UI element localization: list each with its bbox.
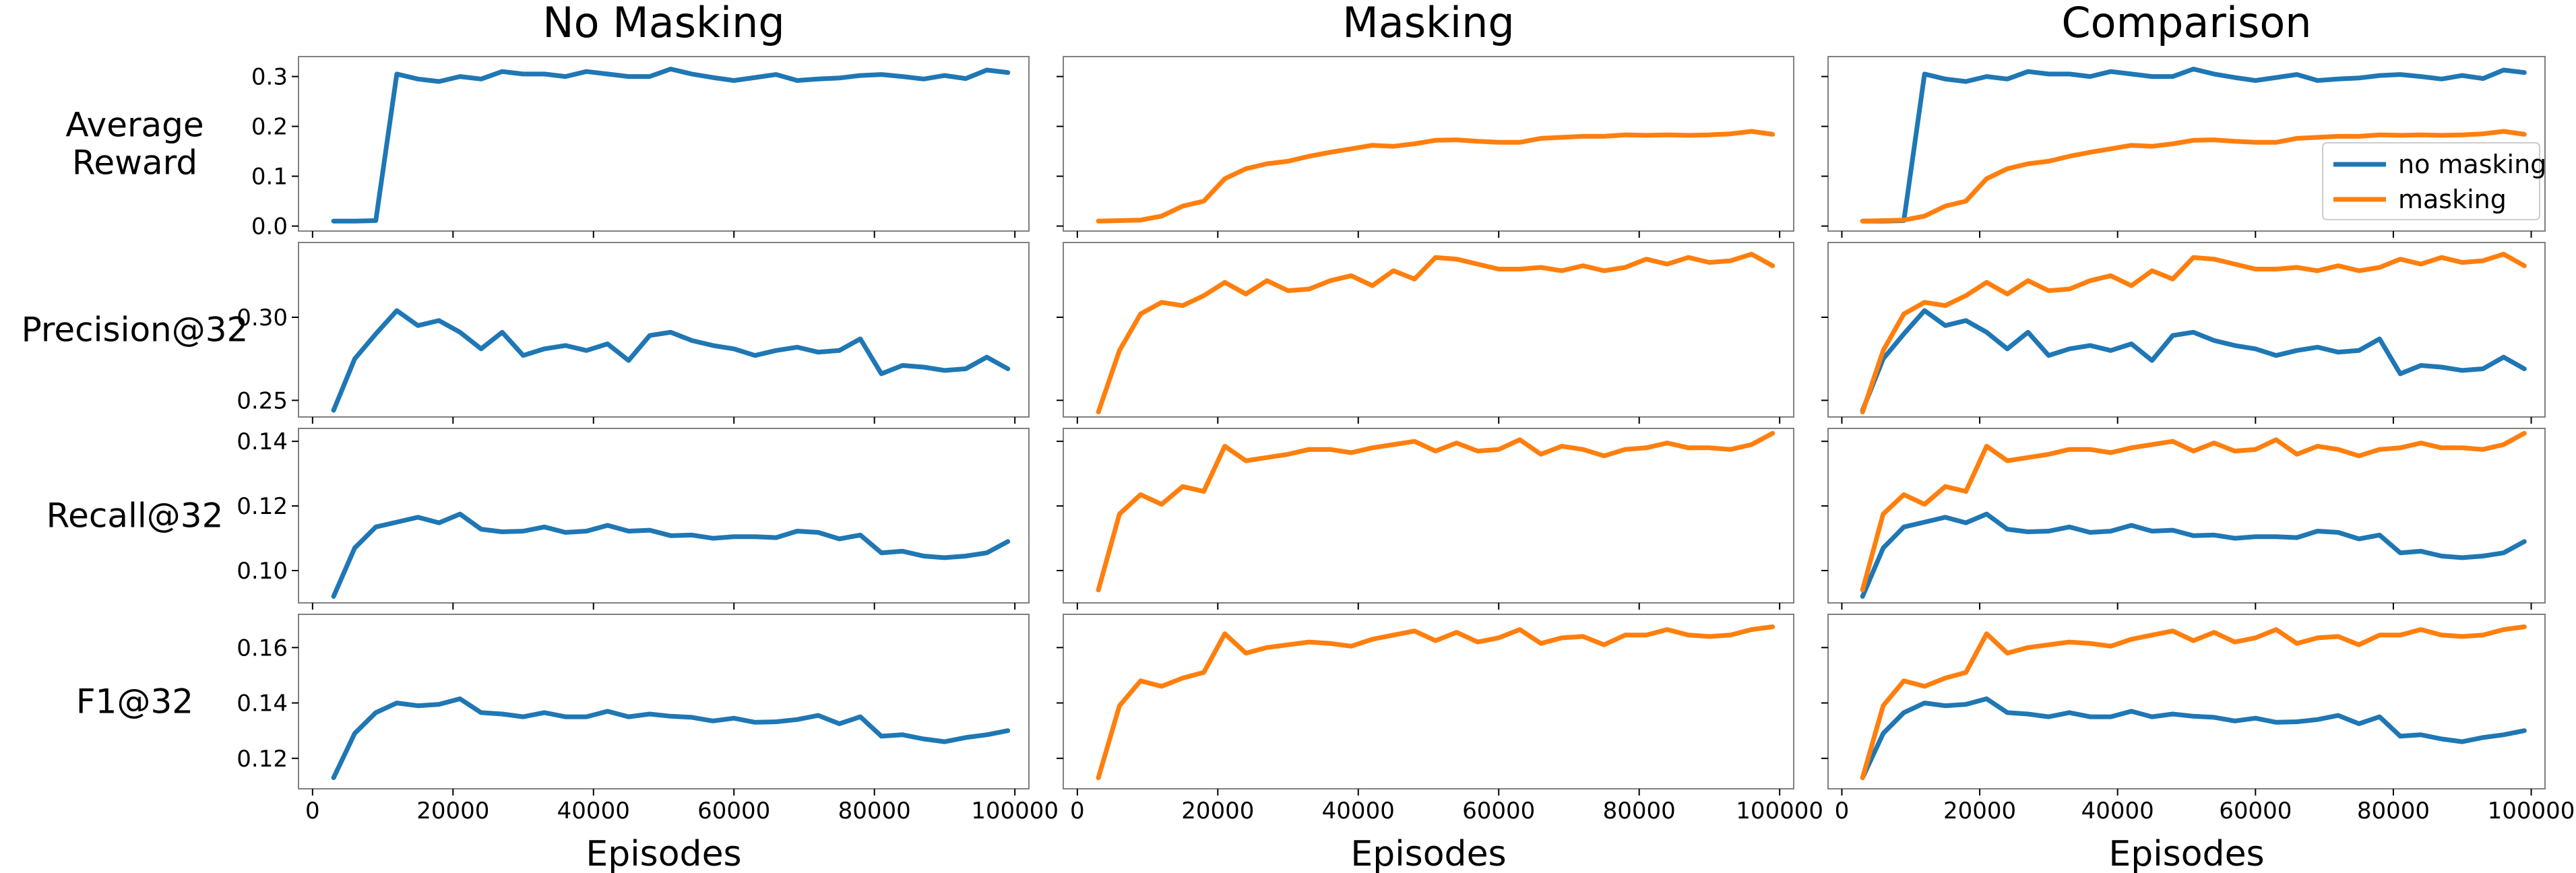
y-tick-label: 0.0 [251,214,288,240]
x-tick-label: 80000 [838,798,911,825]
series-line-masking [1860,624,2527,781]
y-tick-label: 0.14 [237,690,288,717]
panel-no-masking-3: 0.12 0.14 0.16 0 20000 40000 60000 80000 100000 [237,614,1059,825]
panel-comparison-2 [1821,428,2546,610]
series-line-no-masking [331,67,1011,224]
series-line-no-masking [331,511,1011,599]
y-tick-label: 0.12 [237,493,288,520]
x-tick-label: 80000 [2357,798,2430,825]
series-line-masking [1096,624,1776,781]
x-tick-label: 100000 [2488,798,2575,825]
row-label: Recall@32 [46,496,224,536]
row-label: Precision@32 [22,311,249,350]
y-tick-label: 0.1 [251,164,288,191]
x-tick-label: 0 [1835,798,1850,825]
panel-frame [1827,428,2546,604]
y-tick-label: 0.25 [237,387,288,414]
column-title: Masking [1342,0,1515,47]
x-axis-label: Episodes [1350,834,1506,873]
series-line-masking [1096,129,1776,224]
panel-frame [1827,242,2546,418]
panel-frame [298,242,1030,418]
panel-comparison-0: no masking masking [1821,56,2546,238]
legend: no masking masking [2322,142,2546,220]
x-tick-label: 40000 [2081,798,2154,825]
x-tick-label: 100000 [1736,798,1823,825]
series-line-no-masking [331,308,1011,413]
panel-frame [1063,614,1794,789]
y-tick-label: 0.14 [237,428,288,455]
series-line-masking [1096,430,1776,593]
y-tick-label: 0.30 [237,304,288,331]
x-tick-label: 0 [305,798,320,825]
row-label: Average [65,106,203,145]
panel-masking-0 [1057,56,1794,238]
y-tick-label: 0.3 [251,64,288,91]
panel-frame [298,428,1030,604]
panel-frame [1063,428,1794,604]
y-tick-label: 0.2 [251,114,288,141]
y-tick-label: 0.12 [237,746,288,773]
series-line-no-masking [1860,696,2527,781]
panel-frame [1827,56,2546,232]
panel-frame [1063,56,1794,232]
x-tick-label: 20000 [1943,798,2016,825]
panel-masking-3: 0 20000 40000 60000 80000 100000 [1057,614,1823,825]
series-line-no-masking [331,696,1011,781]
panel-no-masking-2: 0.10 0.12 0.14 [237,428,1030,610]
panel-masking-2 [1057,428,1794,610]
row-label: F1@32 [76,682,193,721]
legend-label: no masking [2398,150,2546,179]
panel-comparison-1 [1821,242,2546,424]
x-tick-label: 60000 [1462,798,1535,825]
series-line-no-masking [1860,67,2527,224]
panel-frame [298,614,1030,789]
legend-label: masking [2398,185,2507,214]
panel-no-masking-0: 0.0 0.1 0.2 0.3 [251,56,1030,240]
series-line-masking [1096,251,1776,415]
x-tick-label: 0 [1070,798,1085,825]
series-line-no-masking [1860,511,2527,599]
column-title: Comparison [2061,0,2311,47]
series-line-masking [1860,430,2527,593]
panel-no-masking-1: 0.25 0.30 [237,242,1030,424]
series-line-no-masking [1860,308,2527,413]
panel-frame [1827,614,2546,789]
row-label: Reward [72,143,197,183]
x-tick-label: 20000 [1181,798,1254,825]
x-axis-label: Episodes [586,834,741,873]
x-tick-label: 80000 [1603,798,1676,825]
x-tick-label: 40000 [1322,798,1395,825]
panel-comparison-3: 0 20000 40000 60000 80000 100000 [1821,614,2575,825]
x-tick-label: 60000 [2219,798,2292,825]
y-tick-label: 0.10 [237,558,288,585]
panel-frame [298,56,1030,232]
panel-frame [1063,242,1794,418]
x-tick-label: 100000 [971,798,1059,825]
x-tick-label: 60000 [697,798,770,825]
x-tick-label: 20000 [416,798,489,825]
x-axis-label: Episodes [2108,834,2264,873]
column-title: No Masking [542,0,785,47]
series-line-masking [1860,129,2527,224]
y-tick-label: 0.16 [237,635,288,661]
panel-masking-1 [1057,242,1794,424]
series-line-masking [1860,251,2527,415]
x-tick-label: 40000 [557,798,630,825]
